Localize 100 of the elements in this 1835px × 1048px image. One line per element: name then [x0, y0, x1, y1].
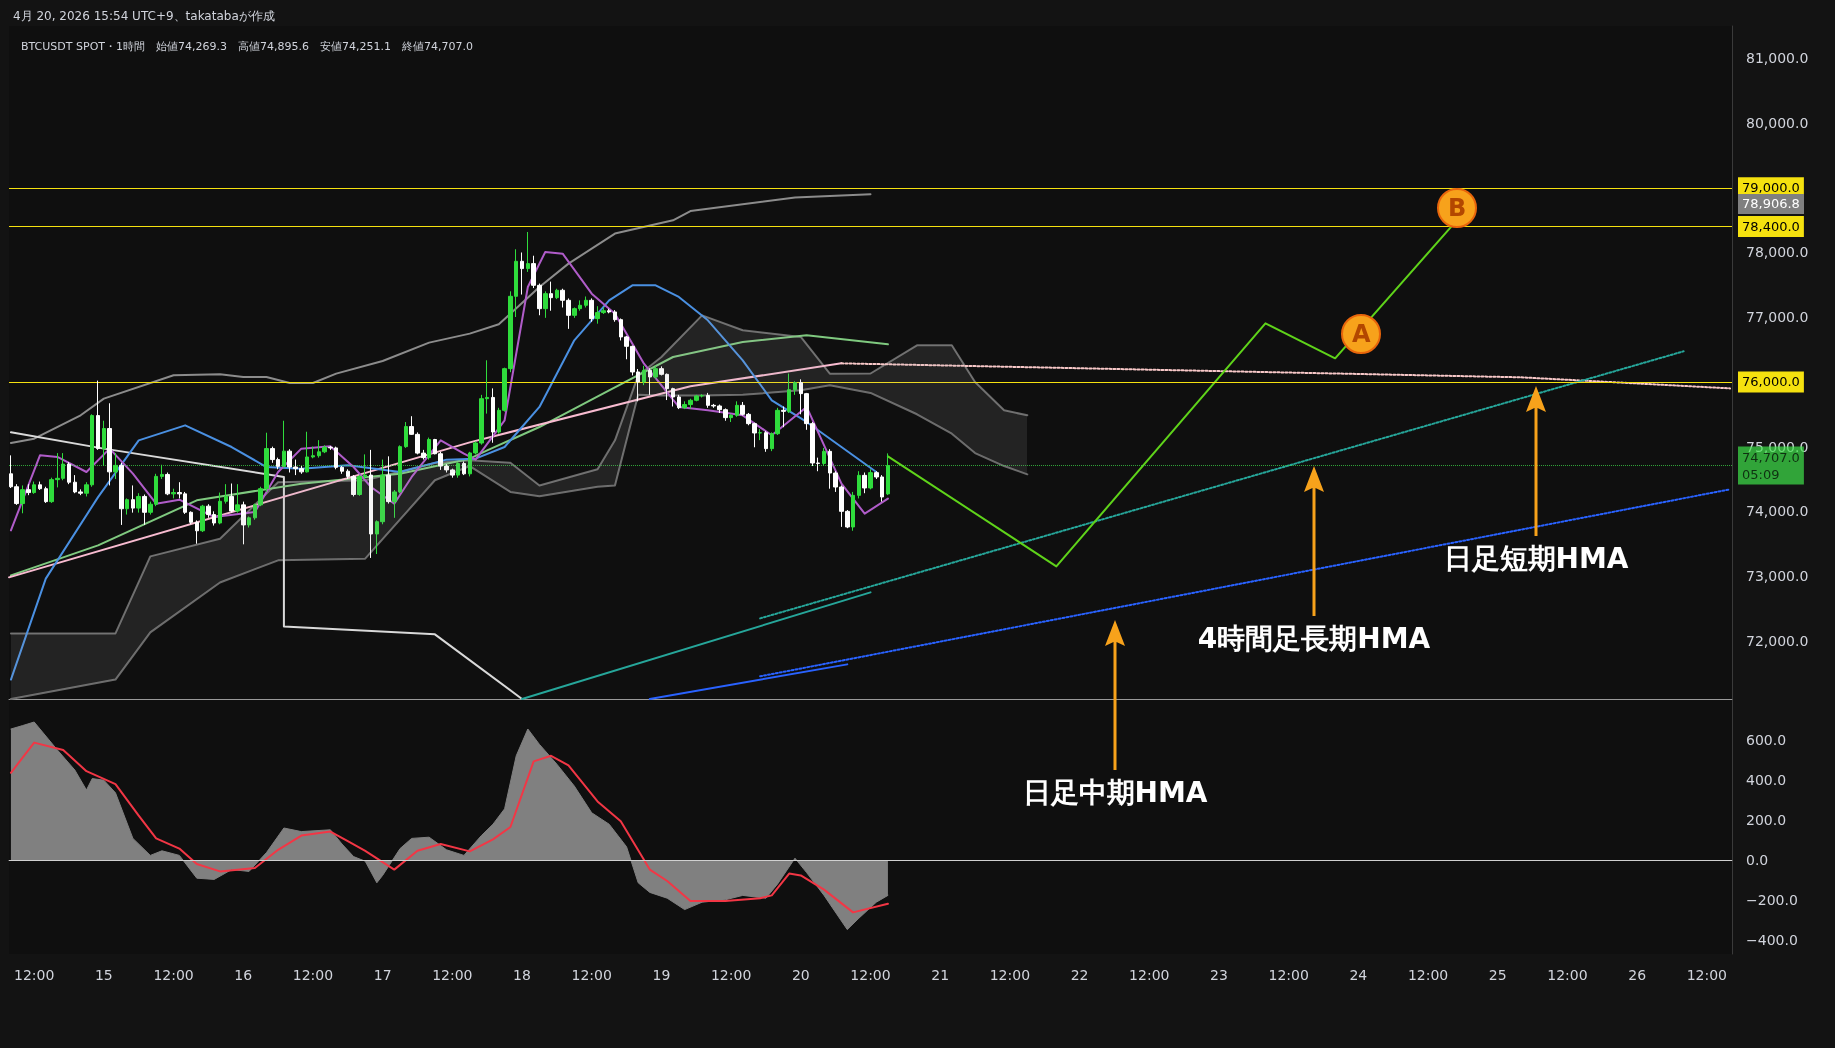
candlestick — [235, 483, 240, 514]
candlestick — [282, 420, 286, 468]
candlestick — [67, 461, 71, 485]
x-tick-label: 25 — [1488, 967, 1507, 983]
line-series — [9, 193, 872, 444]
candlestick — [44, 486, 48, 504]
x-tick-label: 12:00 — [571, 967, 612, 983]
text: 78,906.8 — [1738, 193, 1804, 214]
candlestick — [781, 406, 786, 428]
x-tick-label: 20 — [791, 967, 810, 983]
annotation: 4時間足長期HMA — [1196, 621, 1432, 657]
candlestick — [142, 494, 147, 526]
x-tick-label: 12:00 — [1686, 967, 1728, 983]
candlestick — [462, 461, 466, 476]
candlestick — [758, 428, 762, 441]
x-tick-label: 15 — [94, 967, 113, 983]
x-tick-label: 19 — [652, 967, 671, 983]
candlestick — [857, 470, 861, 499]
line-series — [9, 284, 878, 681]
y-tick-label: −200.0 — [1746, 892, 1798, 908]
y-tick-label: 73,000.0 — [1746, 568, 1809, 585]
x-tick-label: 12:00 — [710, 967, 752, 983]
candlestick — [526, 231, 530, 273]
line-series — [9, 250, 889, 532]
candlestick — [642, 365, 646, 386]
x-tick-label: 26 — [1628, 967, 1647, 983]
text: BTCUSDT SPOT・1時間 始値74,269.3 高値74,895.6 安値74,251.1 終値74,707.0 — [21, 40, 473, 53]
annotation: 日足中期HMA — [1021, 775, 1209, 811]
candlestick — [369, 449, 373, 559]
candlestick — [195, 519, 199, 545]
candlestick — [136, 492, 141, 514]
line-series — [9, 334, 889, 577]
candlestick — [165, 472, 170, 496]
candlestick — [20, 484, 25, 514]
line-series — [9, 431, 524, 700]
ref-line-label: 79,000.0 — [1742, 180, 1800, 196]
x-tick-label: 12:00 — [1547, 967, 1588, 983]
annotation: 日足短期HMA — [1442, 541, 1630, 577]
x-tick-label: 12:00 — [1129, 967, 1170, 983]
line-series — [9, 741, 889, 914]
x-tick-label: 12:00 — [850, 967, 891, 983]
x-tick-label: 12:00 — [13, 967, 55, 983]
candlestick — [868, 468, 873, 490]
candlestick — [247, 516, 251, 529]
candlestick — [851, 491, 855, 532]
y-tick-label: 80,000.0 — [1746, 115, 1809, 132]
candlestick — [648, 367, 652, 396]
y-tick-label: 600.0 — [1746, 732, 1787, 748]
candlestick — [589, 297, 594, 323]
candlestick — [729, 413, 733, 423]
candlestick — [671, 387, 675, 407]
candlestick — [107, 402, 112, 486]
line-series — [9, 314, 1029, 635]
candlestick — [38, 481, 42, 491]
x-tick-label: 24 — [1349, 967, 1368, 983]
x-tick-label: 12:00 — [432, 967, 473, 983]
candlestick — [787, 373, 791, 414]
candlestick — [456, 461, 460, 479]
candlestick — [386, 455, 391, 505]
x-tick-label: 16 — [234, 967, 253, 983]
candlestick — [26, 483, 31, 496]
chart-title: 4月 20, 2026 15:54 UTC+9、takatabaが作成 — [13, 9, 275, 23]
y-tick-label: 72,000.0 — [1746, 632, 1809, 649]
x-tick-label: 12:00 — [153, 967, 194, 983]
candlestick — [171, 488, 176, 499]
candlestick — [189, 510, 193, 525]
candlestick — [520, 251, 524, 296]
candlestick — [160, 464, 164, 480]
y-tick-label: 77,000.0 — [1746, 309, 1809, 326]
candlestick — [96, 380, 100, 451]
x-tick-label: 12:00 — [989, 967, 1031, 983]
x-tick-label: 22 — [1070, 967, 1089, 983]
candlestick — [677, 394, 681, 410]
y-tick-label: 78,000.0 — [1746, 244, 1809, 261]
y-tick-label: 400.0 — [1746, 772, 1787, 788]
candlestick — [613, 309, 617, 323]
candlestick — [305, 431, 309, 474]
candlestick — [224, 483, 228, 505]
candlestick — [491, 387, 495, 444]
candlestick — [427, 437, 431, 461]
line-series — [9, 384, 1029, 700]
x-tick-label: 21 — [931, 967, 950, 983]
candlestick — [229, 483, 234, 514]
y-tick-label: 81,000.0 — [1746, 50, 1809, 67]
candlestick — [607, 308, 611, 314]
candlestick — [311, 446, 315, 459]
candlestick — [241, 501, 246, 545]
candlestick — [404, 421, 408, 449]
candlestick — [764, 430, 768, 453]
candlestick — [822, 447, 826, 467]
y-tick-label: 0.0 — [1746, 852, 1769, 868]
candlestick — [584, 295, 588, 308]
x-tick-label: 18 — [513, 967, 531, 983]
y-tick-label: 200.0 — [1746, 812, 1787, 828]
candlestick — [113, 452, 118, 480]
x-tick-label: 23 — [1210, 967, 1228, 983]
candlestick — [735, 400, 739, 418]
line-series — [8, 362, 843, 579]
candlestick — [200, 504, 205, 533]
x-tick-label: 12:00 — [292, 967, 334, 983]
